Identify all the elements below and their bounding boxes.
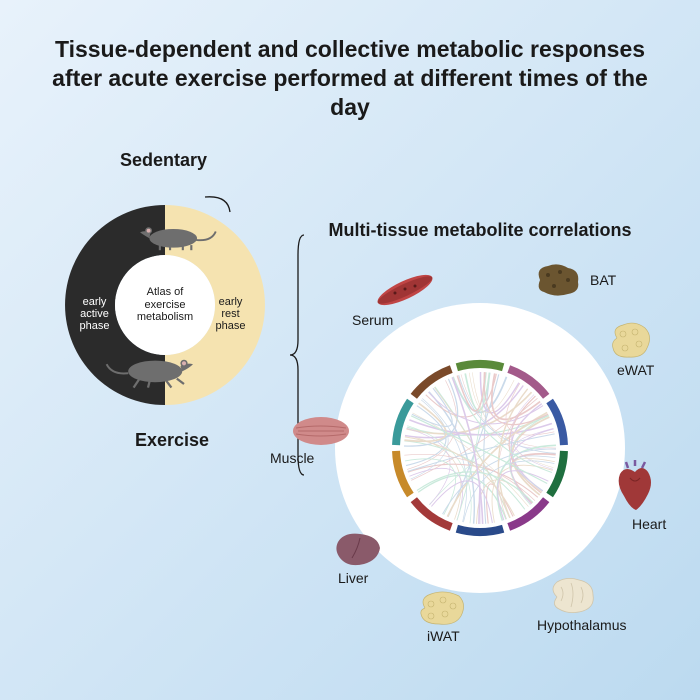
connector-line (205, 197, 230, 212)
tissue-liver: Liver (330, 530, 385, 575)
hypothalamus-icon (545, 575, 600, 617)
serum-icon (370, 270, 440, 310)
right-panel: Multi-tissue metabolite correlations Ser… (280, 240, 680, 640)
active-phase-label: early active phase (72, 296, 117, 332)
tissue-bat: BAT (530, 260, 585, 305)
chords (404, 372, 556, 524)
tissue-ewat: eWAT (605, 320, 655, 367)
bat-icon (530, 260, 585, 300)
correlations-title: Multi-tissue metabolite correlations (280, 220, 680, 241)
title-line2: after acute exercise performed at differ… (52, 65, 648, 120)
tissue-hypothalamus: Hypothalamus (545, 575, 600, 622)
donut-center-label: Atlas of exercise metabolism (125, 286, 205, 324)
rest-phase-label: early rest phase (208, 296, 253, 332)
title-line1: Tissue-dependent and collective metaboli… (55, 36, 645, 62)
liver-icon (330, 530, 385, 570)
tissue-iwat: iWAT (415, 590, 470, 633)
tissue-muscle: Muscle (290, 410, 352, 457)
sedentary-label: Sedentary (120, 150, 207, 171)
tissue-heart: Heart (610, 460, 660, 520)
exercise-label: Exercise (135, 430, 209, 451)
muscle-icon (290, 410, 352, 452)
left-panel: Sedentary (50, 150, 310, 420)
ewat-icon (605, 320, 655, 362)
tissue-serum: Serum (370, 270, 440, 315)
page-title: Tissue-dependent and collective metaboli… (0, 0, 700, 121)
heart-icon (610, 460, 660, 515)
donut-chart: early active phase early rest phase Atla… (50, 190, 280, 420)
iwat-icon (415, 590, 470, 628)
